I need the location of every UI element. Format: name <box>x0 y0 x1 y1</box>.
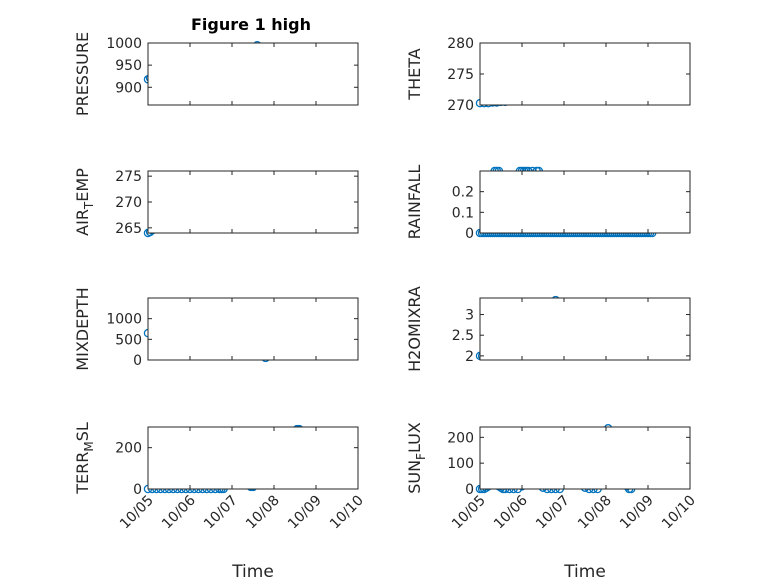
x-axis-label: Time <box>563 562 606 582</box>
y-tick-label: 270 <box>447 98 474 114</box>
y-tick-label: 500 <box>115 332 142 348</box>
axes-box <box>147 297 359 361</box>
subplot-mixdepth: 0 500 1000 MIXDEPTH <box>73 287 359 371</box>
axes-box <box>147 42 359 106</box>
x-tick-label: 10/06 <box>491 492 531 532</box>
subplot-pressure: 900 950 1000 PRESSURE <box>73 32 359 116</box>
y-axis-label: PRESSURE <box>73 32 92 116</box>
x-tick-label: 10/09 <box>285 493 325 533</box>
y-tick-label: 2 <box>465 349 474 365</box>
y-tick-label: 900 <box>115 80 142 96</box>
x-tick-label: 10/08 <box>243 493 283 533</box>
y-tick-label: 100 <box>447 456 474 472</box>
x-axis-label: Time <box>231 562 274 582</box>
y-tick-label: 265 <box>115 221 142 237</box>
y-tick-label: 0 <box>133 353 142 369</box>
subplot-theta: 270 275 280 THETA <box>405 36 691 114</box>
x-tick-label: 10/06 <box>159 492 199 532</box>
y-tick-label: 0.2 <box>452 185 474 201</box>
y-axis-label: SUNFLUX <box>405 422 428 494</box>
y-tick-label: 280 <box>447 36 474 52</box>
axes-box <box>147 170 359 234</box>
y-tick-label: 1000 <box>106 312 142 328</box>
subplot-terr-msl: 0 200 10/05 10/06 10/07 10/08 10/09 10/10 TERRMS… <box>73 422 367 582</box>
axes-box <box>479 42 691 106</box>
figure-title: Figure 1 high <box>191 15 311 34</box>
y-tick-label: 3 <box>465 308 474 324</box>
axes-box <box>479 297 691 361</box>
subplot-rainfall: 0 0.1 0.2 RAINFALL <box>405 165 691 242</box>
x-tick-label: 10/10 <box>327 493 367 533</box>
subplot-h2omixra: 2 2.5 3 H2OMIXRA <box>405 286 691 372</box>
y-tick-label: 0 <box>133 482 142 498</box>
y-axis-label: TERRMSL <box>73 422 96 495</box>
y-tick-label: 270 <box>115 195 142 211</box>
x-tick-label: 10/07 <box>201 493 241 533</box>
y-tick-label: 0 <box>465 482 474 498</box>
x-tick-label: 10/05 <box>449 493 489 533</box>
y-tick-label: 0 <box>465 226 474 242</box>
y-axis-label: H2OMIXRA <box>405 286 424 372</box>
axes-box <box>479 170 691 234</box>
x-tick-label: 10/07 <box>533 493 573 533</box>
axes-box <box>479 426 691 490</box>
y-tick-label: 275 <box>447 67 474 83</box>
y-axis-label: THETA <box>405 48 424 100</box>
y-tick-label: 950 <box>115 58 142 74</box>
y-tick-label: 200 <box>115 441 142 457</box>
y-tick-label: 275 <box>115 169 142 185</box>
y-axis-label: MIXDEPTH <box>73 287 92 370</box>
x-tick-label: 10/10 <box>659 493 699 533</box>
y-tick-label: 2.5 <box>452 328 474 344</box>
axes-box <box>147 426 359 490</box>
y-tick-label: 200 <box>447 430 474 446</box>
y-axis-label: AIRTEMP <box>73 168 96 236</box>
x-tick-label: 10/08 <box>575 493 615 533</box>
y-tick-label: 0.1 <box>452 205 474 221</box>
x-tick-label: 10/05 <box>117 493 157 533</box>
y-axis-label: RAINFALL <box>405 165 424 240</box>
subplot-air-temp: 265 270 275 AIRTEMP <box>73 168 359 238</box>
x-tick-label: 10/09 <box>617 493 657 533</box>
y-tick-label: 1000 <box>106 36 142 52</box>
subplot-sun-flux: 0 100 200 10/05 10/06 10/07 10/08 10/09 10/10 SUN… <box>405 422 699 582</box>
